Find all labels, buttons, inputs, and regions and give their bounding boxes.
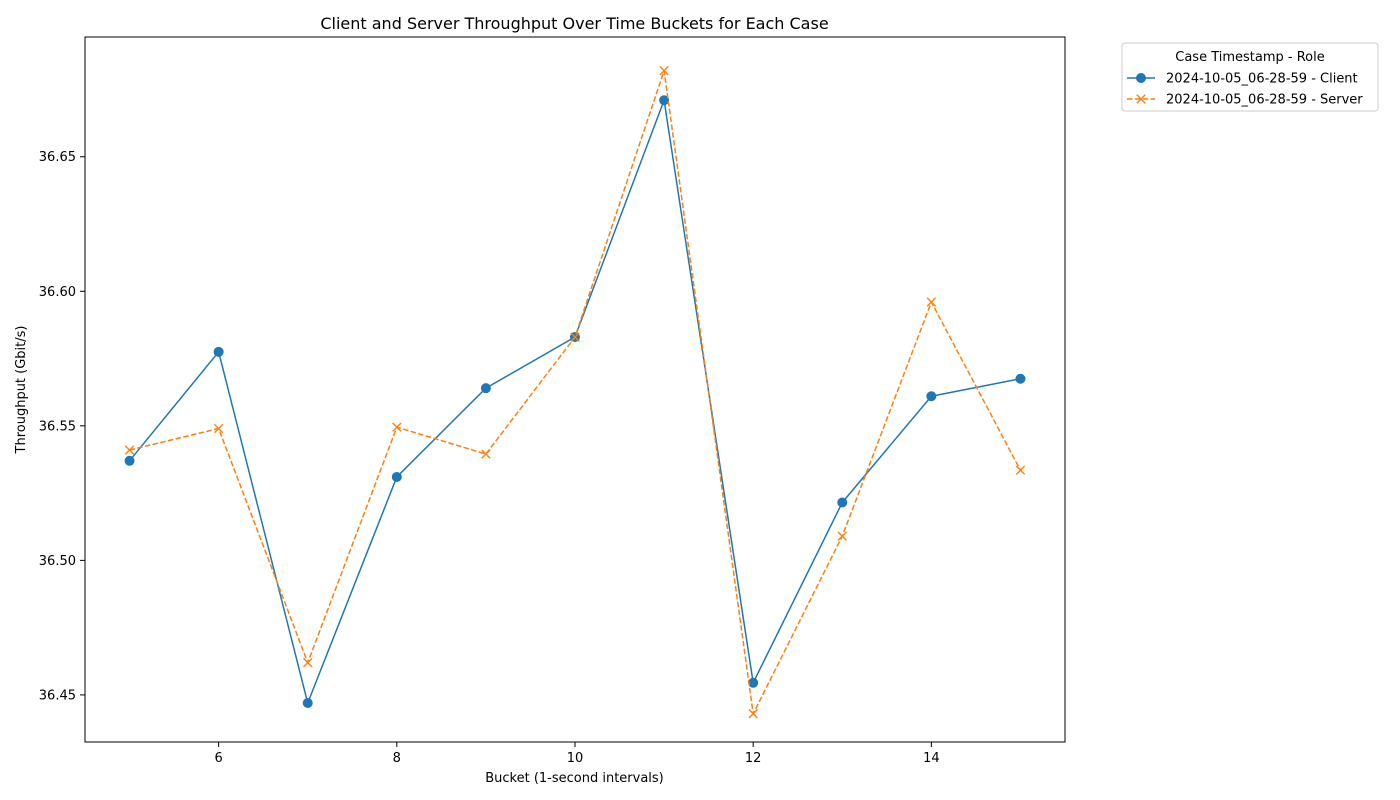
- data-point-series-1: [837, 497, 848, 508]
- x-tick-label: 14: [923, 751, 940, 766]
- data-point-series-2: [659, 65, 669, 76]
- data-point-series-1: [748, 677, 759, 688]
- data-point-series-1: [391, 471, 402, 482]
- legend-title: Case Timestamp - Role: [1175, 50, 1324, 65]
- legend-label-1: 2024-10-05_06-28-59 - Client: [1166, 72, 1358, 87]
- x-tick-label: 10: [567, 751, 584, 766]
- data-point-series-2: [213, 423, 224, 434]
- legend-frame: [1121, 42, 1379, 112]
- y-tick-label: 36.50: [39, 554, 76, 569]
- legend: Case Timestamp - Role 2024-10-05_06-28-5…: [1121, 42, 1379, 112]
- x-tick-label: 12: [745, 751, 762, 766]
- data-point-series-2: [392, 422, 402, 432]
- data-point-series-2: [570, 332, 580, 342]
- legend-marker-1: [1136, 73, 1146, 83]
- legend-label-2: 2024-10-05_06-28-59 - Server: [1166, 93, 1363, 108]
- chart-title: Client and Server Throughput Over Time B…: [320, 14, 828, 33]
- data-point-series-2: [926, 297, 937, 307]
- y-tick-label: 36.65: [39, 150, 76, 165]
- data-point-series-2: [481, 449, 491, 459]
- data-point-series-2: [837, 531, 847, 541]
- data-point-series-1: [124, 455, 135, 466]
- data-point-series-2: [124, 445, 135, 455]
- data-point-series-1: [926, 391, 937, 402]
- data-point-series-1: [302, 697, 313, 708]
- data-point-series-2: [1015, 465, 1026, 475]
- data-point-series-1: [480, 383, 491, 394]
- y-tick-label: 36.60: [39, 285, 76, 300]
- y-axis-label: Throughput (Gbit/s): [14, 326, 29, 455]
- data-point-series-2: [748, 709, 758, 719]
- y-axis: 36.45 36.50 36.55 36.60 36.65: [39, 150, 85, 703]
- data-point-series-1: [213, 346, 224, 357]
- legend-marker-2: [1136, 94, 1146, 104]
- data-point-series-2: [303, 657, 313, 668]
- x-axis-label: Bucket (1-second intervals): [485, 771, 664, 786]
- x-axis: 6 8 10 12 14: [214, 742, 940, 766]
- plot-area: [84, 36, 1066, 743]
- series-group: [124, 65, 1026, 719]
- y-tick-label: 36.45: [39, 688, 76, 703]
- data-point-series-1: [1015, 373, 1026, 384]
- y-tick-label: 36.55: [39, 419, 76, 434]
- data-point-series-1: [659, 95, 670, 106]
- x-tick-label: 8: [393, 751, 401, 766]
- x-tick-label: 6: [214, 751, 222, 766]
